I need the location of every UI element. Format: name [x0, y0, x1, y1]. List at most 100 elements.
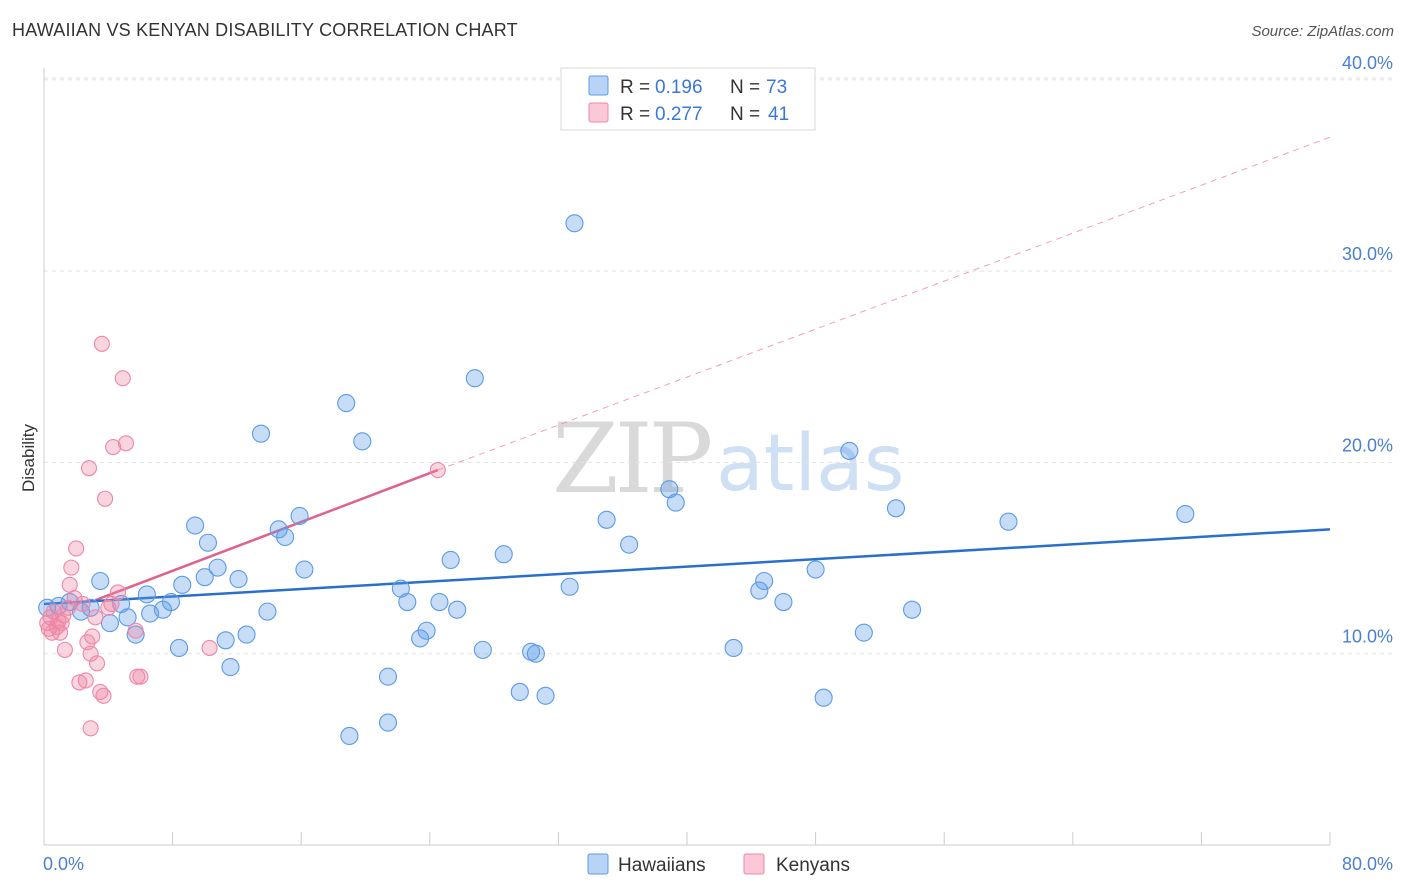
- data-point: [494, 545, 513, 564]
- data-point: [269, 520, 288, 539]
- data-point: [55, 607, 72, 624]
- data-point: [186, 516, 205, 535]
- data-point: [429, 462, 446, 479]
- data-point: [105, 439, 122, 456]
- stats-legend: R = 0.196 N = 73 R = 0.277 N = 41: [560, 67, 816, 131]
- data-point: [411, 629, 430, 648]
- data-point: [999, 512, 1018, 531]
- data-point: [117, 435, 135, 452]
- x-tick-label-min: 0.0%: [43, 854, 84, 874]
- data-point: [100, 599, 117, 616]
- trend-line-kenyans: [94, 468, 439, 602]
- data-point: [201, 639, 218, 657]
- legend-r-value-hawaiians: 0.196: [655, 77, 703, 98]
- series-kenyans: [39, 335, 446, 737]
- chart-title: HAWAIIAN VS KENYAN DISABILITY CORRELATIO…: [12, 20, 518, 40]
- data-point: [71, 674, 88, 691]
- y-axis-title: Disability: [19, 423, 38, 492]
- x-tick-labels: 0.0% 80.0%: [43, 854, 1393, 874]
- data-point: [840, 441, 859, 460]
- data-point: [510, 682, 529, 702]
- legend-swatch-hawaiians: [588, 75, 609, 96]
- data-point: [902, 600, 922, 619]
- data-point: [814, 688, 833, 707]
- data-point: [353, 432, 372, 451]
- bottom-legend-label-kenyans: Kenyans: [776, 855, 850, 876]
- data-point: [74, 595, 91, 613]
- data-point: [258, 602, 277, 621]
- trend-lines: [43, 136, 1331, 606]
- bottom-legend-swatch-hawaiians: [587, 853, 609, 875]
- data-point: [237, 625, 256, 644]
- data-point: [161, 592, 181, 612]
- data-point: [68, 540, 85, 557]
- data-point: [378, 667, 398, 686]
- data-point: [560, 577, 579, 596]
- data-point: [80, 460, 98, 477]
- legend-r-label-kenyans: R =: [620, 104, 650, 125]
- data-point: [114, 370, 131, 387]
- data-point: [774, 592, 793, 612]
- watermark-zip: ZIP: [552, 403, 711, 515]
- y-tick-label: 40.0%: [1342, 53, 1393, 73]
- trend-line-hawaiians: [43, 528, 1331, 606]
- legend-r-value-kenyans: 0.277: [655, 104, 703, 125]
- data-point: [63, 559, 80, 576]
- trend-line-kenyans-extended: [437, 136, 1331, 471]
- data-point: [724, 638, 743, 658]
- y-tick-label: 20.0%: [1342, 435, 1393, 455]
- x-tick-label-max: 80.0%: [1342, 854, 1393, 874]
- series-hawaiians: [38, 214, 1195, 746]
- data-point: [84, 628, 101, 645]
- legend-r-label-hawaiians: R =: [620, 77, 650, 98]
- legend-n-label-hawaiians: N =: [730, 77, 760, 98]
- data-point: [398, 592, 417, 612]
- data-point: [886, 499, 906, 518]
- data-point: [448, 600, 467, 619]
- axes: [43, 68, 1331, 846]
- bottom-legend-swatch-kenyans: [743, 853, 765, 875]
- data-point: [565, 214, 584, 233]
- data-point: [97, 490, 114, 507]
- bottom-legend-label-hawaiians: Hawaiians: [618, 855, 706, 876]
- data-point: [430, 592, 449, 612]
- data-point: [337, 394, 356, 413]
- watermark: ZIP atlas: [552, 403, 905, 515]
- data-point: [82, 645, 99, 662]
- data-point: [378, 713, 398, 732]
- y-tick-label: 10.0%: [1342, 627, 1393, 647]
- data-point: [417, 621, 436, 640]
- data-point: [126, 625, 145, 644]
- data-point: [109, 584, 126, 601]
- data-point: [473, 640, 492, 659]
- data-point: [95, 687, 112, 704]
- data-point: [132, 668, 149, 685]
- legend-n-value-kenyans: 41: [768, 104, 789, 125]
- y-tick-labels: 10.0% 20.0% 30.0% 40.0%: [1342, 53, 1393, 647]
- data-point: [198, 533, 218, 552]
- data-point: [93, 335, 110, 352]
- data-point: [276, 527, 295, 547]
- data-point: [169, 638, 189, 658]
- data-point: [295, 560, 314, 579]
- data-point: [666, 493, 685, 512]
- legend-swatch-kenyans: [588, 102, 609, 123]
- data-point: [195, 568, 214, 587]
- data-point: [100, 614, 119, 633]
- legend-n-label-kenyans: N =: [730, 104, 760, 125]
- data-point: [290, 506, 309, 526]
- data-point: [755, 571, 774, 591]
- series-legend: Hawaiians Kenyans: [587, 853, 850, 876]
- data-point: [441, 550, 460, 570]
- data-point: [137, 585, 156, 604]
- data-point: [81, 598, 100, 617]
- data-point: [127, 622, 144, 639]
- data-point: [854, 623, 873, 642]
- data-point: [340, 726, 359, 746]
- data-point: [66, 590, 83, 607]
- data-point: [465, 369, 484, 388]
- data-point: [208, 558, 227, 577]
- data-point: [251, 424, 271, 443]
- data-point: [597, 510, 616, 529]
